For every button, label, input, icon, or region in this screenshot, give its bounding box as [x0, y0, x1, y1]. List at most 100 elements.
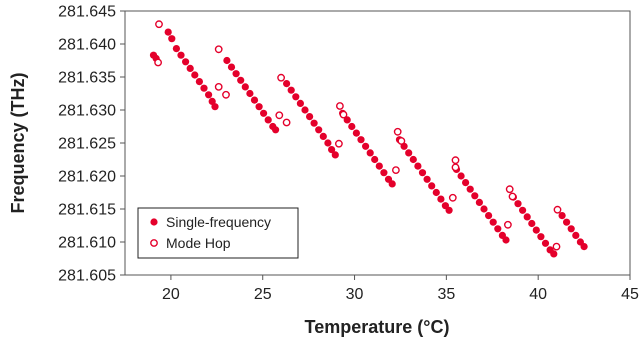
y-tick-label: 281.645 — [58, 4, 116, 21]
single-frequency-point — [514, 200, 522, 208]
y-axis-title: Frequency (THz) — [8, 72, 28, 213]
legend-marker-mode-hop — [150, 239, 158, 247]
single-frequency-point — [405, 149, 413, 157]
single-frequency-point — [191, 71, 199, 79]
mode-hop-point — [339, 110, 348, 119]
mode-hop-point — [451, 156, 460, 165]
single-frequency-point — [324, 139, 332, 147]
mode-hop-point — [214, 45, 223, 54]
single-frequency-point — [519, 206, 527, 214]
single-frequency-point — [375, 162, 383, 170]
mode-hop-point — [277, 73, 285, 82]
y-tick-label: 281.620 — [58, 169, 116, 186]
single-frequency-point — [371, 155, 379, 164]
single-frequency-point — [223, 56, 231, 65]
y-tick-label: 281.640 — [58, 37, 116, 54]
single-frequency-point — [428, 182, 436, 190]
single-frequency-point — [283, 80, 291, 88]
single-frequency-point — [532, 226, 540, 234]
single-frequency-point — [328, 146, 336, 154]
single-frequency-point — [287, 86, 295, 94]
single-frequency-point — [563, 218, 571, 226]
single-frequency-point — [296, 99, 304, 107]
single-frequency-point — [445, 206, 453, 214]
single-frequency-point — [462, 179, 470, 187]
mode-hop-point — [214, 83, 223, 91]
single-frequency-point — [177, 51, 185, 59]
single-frequency-point — [541, 239, 550, 247]
single-frequency-point — [550, 250, 558, 258]
single-frequency-point — [264, 116, 272, 124]
x-tick-label: 25 — [254, 286, 272, 303]
single-frequency-point — [418, 169, 427, 177]
mode-hop-point — [335, 102, 344, 110]
single-frequency-point — [572, 231, 580, 239]
legend: Single-frequency Mode Hop — [137, 207, 299, 259]
mode-hop-point — [275, 111, 284, 120]
x-tick-label: 20 — [162, 286, 180, 303]
single-frequency-point — [580, 243, 588, 251]
single-frequency-point — [502, 236, 510, 244]
single-frequency-point — [362, 142, 370, 150]
single-frequency-point — [182, 58, 190, 66]
x-tick-label: 35 — [437, 286, 455, 303]
single-frequency-point — [246, 89, 254, 98]
x-axis: 20 25 30 35 40 45 — [162, 275, 639, 303]
single-frequency-point — [348, 122, 356, 131]
mode-hop-point — [393, 127, 402, 136]
single-frequency-point — [306, 113, 314, 121]
single-frequency-point — [537, 233, 545, 241]
mode-hop-point — [508, 192, 517, 201]
y-tick-label: 281.635 — [58, 70, 116, 87]
mode-hop-point — [503, 220, 512, 229]
single-frequency-point — [200, 84, 208, 92]
single-frequency-point — [485, 212, 493, 220]
single-frequency-point — [357, 136, 365, 144]
single-frequency-point — [494, 225, 502, 233]
single-frequency-point — [466, 185, 474, 193]
single-frequency-point — [310, 119, 318, 127]
mode-hop-point — [552, 242, 561, 251]
mode-hop-point — [155, 20, 163, 29]
single-frequency-point — [260, 109, 268, 117]
mode-hop-point — [391, 166, 400, 175]
single-frequency-point — [437, 195, 445, 203]
y-tick-label: 281.610 — [58, 235, 116, 252]
single-frequency-point — [388, 180, 396, 188]
single-frequency-point — [457, 172, 465, 180]
y-tick-label: 281.615 — [58, 202, 116, 219]
single-frequency-point — [232, 70, 240, 78]
single-frequency-point — [241, 83, 249, 91]
x-tick-label: 30 — [346, 286, 364, 303]
single-frequency-point — [272, 126, 280, 134]
single-frequency-point — [208, 97, 216, 105]
mode-hop-point — [448, 193, 457, 202]
single-frequency-point — [366, 149, 374, 157]
single-frequency-point — [489, 218, 497, 226]
single-frequency-point — [414, 162, 422, 170]
single-frequency-point — [315, 126, 323, 134]
single-frequency-point — [227, 63, 236, 71]
y-tick-label: 281.630 — [58, 103, 116, 120]
single-frequency-point — [480, 205, 488, 213]
single-frequency-point — [172, 45, 180, 53]
mode-hop-point — [222, 90, 230, 99]
legend-label-single-frequency: Single-frequency — [166, 214, 271, 230]
single-frequency-point — [292, 93, 300, 101]
x-axis-title: Temperature (°C) — [305, 317, 450, 337]
mode-hop-point — [334, 139, 343, 148]
single-frequency-point — [352, 129, 360, 137]
single-frequency-point — [567, 225, 575, 233]
legend-label-mode-hop: Mode Hop — [166, 235, 231, 251]
single-frequency-point — [528, 219, 536, 228]
mode-hop-point — [505, 185, 514, 194]
single-frequency-point — [331, 151, 339, 159]
mode-hop-point — [282, 118, 291, 127]
legend-box — [137, 207, 299, 259]
single-frequency-point — [432, 188, 440, 197]
single-frequency-point — [186, 64, 194, 72]
single-frequency-point — [205, 91, 213, 99]
single-frequency-point — [237, 76, 245, 84]
y-axis: 281.605 281.610 281.615 281.620 281.625 281.6… — [58, 4, 125, 285]
